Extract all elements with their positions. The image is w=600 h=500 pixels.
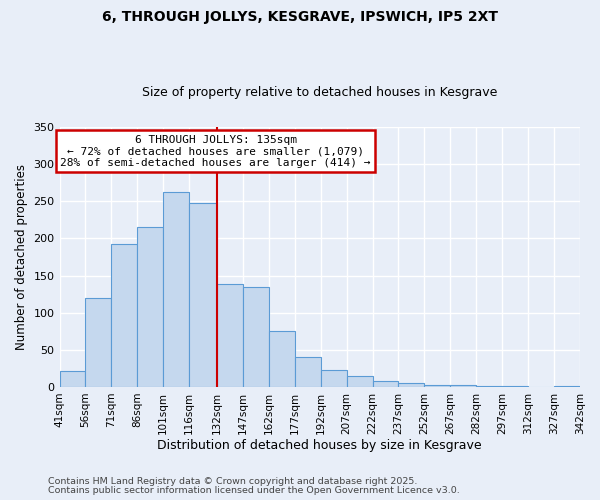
- Bar: [554, 386, 580, 387]
- Title: Size of property relative to detached houses in Kesgrave: Size of property relative to detached ho…: [142, 86, 497, 100]
- Bar: [451, 386, 476, 387]
- Bar: [424, 384, 451, 387]
- Text: 6, THROUGH JOLLYS, KESGRAVE, IPSWICH, IP5 2XT: 6, THROUGH JOLLYS, KESGRAVE, IPSWICH, IP…: [102, 10, 498, 24]
- Bar: [502, 386, 528, 387]
- Text: Contains HM Land Registry data © Crown copyright and database right 2025.: Contains HM Land Registry data © Crown c…: [48, 477, 418, 486]
- Text: 6 THROUGH JOLLYS: 135sqm
← 72% of detached houses are smaller (1,079)
28% of sem: 6 THROUGH JOLLYS: 135sqm ← 72% of detach…: [61, 135, 371, 168]
- X-axis label: Distribution of detached houses by size in Kesgrave: Distribution of detached houses by size …: [157, 440, 482, 452]
- Bar: [269, 332, 295, 387]
- Bar: [217, 284, 243, 387]
- Bar: [373, 381, 398, 387]
- Bar: [243, 286, 269, 387]
- Bar: [398, 383, 424, 387]
- Bar: [295, 358, 320, 387]
- Bar: [347, 376, 373, 387]
- Bar: [137, 228, 163, 387]
- Bar: [476, 386, 502, 387]
- Bar: [85, 298, 112, 387]
- Bar: [320, 370, 347, 387]
- Text: Contains public sector information licensed under the Open Government Licence v3: Contains public sector information licen…: [48, 486, 460, 495]
- Bar: [59, 370, 85, 387]
- Y-axis label: Number of detached properties: Number of detached properties: [15, 164, 28, 350]
- Bar: [189, 203, 217, 387]
- Bar: [163, 192, 189, 387]
- Bar: [112, 244, 137, 387]
